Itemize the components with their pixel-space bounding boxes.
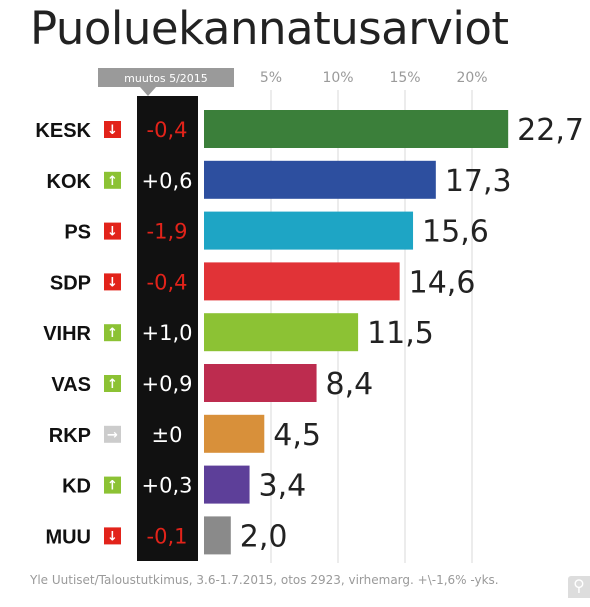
arrow-up-icon: ↑ xyxy=(107,174,118,189)
change-value: -0,1 xyxy=(147,524,188,548)
category-label: KOK xyxy=(47,171,92,193)
arrow-up-icon: ↑ xyxy=(107,377,118,392)
change-badge xyxy=(104,222,121,240)
bar-row: KOK ↑ +0,6 17,3 xyxy=(47,160,512,199)
change-badge xyxy=(104,324,121,342)
bar xyxy=(204,211,414,250)
change-value: +0,9 xyxy=(142,372,193,396)
x-tick-label: 10% xyxy=(322,70,353,86)
category-label: MUU xyxy=(45,526,91,548)
category-label: VAS xyxy=(51,374,91,396)
value-label: 17,3 xyxy=(445,164,512,199)
category-label: KESK xyxy=(35,120,91,142)
change-badge xyxy=(104,375,121,392)
arrow-right-icon: → xyxy=(107,428,118,443)
change-value: +1,0 xyxy=(142,321,193,345)
arrow-down-icon: ↓ xyxy=(107,275,118,290)
change-column-bg xyxy=(137,96,198,561)
bar-row: KESK ↓ -0,4 22,7 xyxy=(35,110,584,148)
arrow-down-icon: ↓ xyxy=(107,225,118,240)
arrow-up-icon: ↑ xyxy=(107,479,118,494)
category-label: PS xyxy=(64,222,91,244)
value-label: 8,4 xyxy=(326,367,374,402)
category-label: KD xyxy=(62,476,91,498)
bar-row: KD ↑ +0,3 3,4 xyxy=(62,465,307,504)
bar xyxy=(204,516,231,555)
x-tick-label: 15% xyxy=(389,70,420,86)
bar xyxy=(204,364,317,402)
value-label: 15,6 xyxy=(422,215,489,250)
bar-row: MUU ↓ -0,1 2,0 xyxy=(45,516,288,555)
change-value: +0,6 xyxy=(142,169,193,193)
change-badge xyxy=(104,527,121,545)
bar xyxy=(204,465,250,504)
value-label: 2,0 xyxy=(240,519,288,554)
change-badge xyxy=(104,121,121,138)
value-label: 3,4 xyxy=(259,469,307,504)
bar xyxy=(204,414,265,453)
change-value: -1,9 xyxy=(147,220,188,244)
value-label: 11,5 xyxy=(367,316,434,351)
change-column-header-pointer xyxy=(140,87,156,96)
category-label: RKP xyxy=(49,425,91,447)
category-label: VIHR xyxy=(43,323,91,345)
value-label: 22,7 xyxy=(517,113,584,148)
change-badge xyxy=(104,171,121,189)
change-badge xyxy=(104,425,121,443)
change-badge xyxy=(104,273,121,291)
bar-row: PS ↓ -1,9 15,6 xyxy=(64,211,489,250)
bar-row: SDP ↓ -0,4 14,6 xyxy=(50,262,476,301)
change-value: +0,3 xyxy=(142,474,193,498)
change-value: -0,4 xyxy=(147,118,188,142)
bar-row: RKP → ±0 4,5 xyxy=(49,414,321,453)
bar xyxy=(204,262,400,301)
arrow-down-icon: ↓ xyxy=(107,123,118,138)
bar-rows: KESK ↓ -0,4 22,7 KOK ↑ +0,6 17,3 PS ↓ -1,9 15,6 SDP ↓… xyxy=(35,110,584,555)
search-icon: ⚲ xyxy=(568,576,590,598)
change-column-header: muutos 5/2015 xyxy=(124,72,208,85)
change-column-header-bg xyxy=(98,68,234,87)
chart-title: Puoluekannatusarviot xyxy=(30,2,509,55)
x-axis-ticks: 5% 10% 15% 20% xyxy=(260,70,488,86)
category-label: SDP xyxy=(50,272,91,294)
bar xyxy=(204,110,509,148)
arrow-down-icon: ↓ xyxy=(107,529,118,544)
bar xyxy=(204,313,359,352)
change-value: ±0 xyxy=(152,423,183,447)
source-note: Yle Uutiset/Taloustutkimus, 3.6-1.7.2015… xyxy=(30,573,499,587)
change-column: muutos 5/2015 xyxy=(98,68,234,561)
x-tick-label: 5% xyxy=(260,70,282,86)
x-tick-label: 20% xyxy=(456,70,487,86)
change-badge xyxy=(104,476,121,494)
bar xyxy=(204,160,436,199)
bar-row: VIHR ↑ +1,0 11,5 xyxy=(43,313,434,352)
bar-row: VAS ↑ +0,9 8,4 xyxy=(51,364,373,402)
arrow-up-icon: ↑ xyxy=(107,326,118,341)
value-label: 4,5 xyxy=(273,418,321,453)
value-label: 14,6 xyxy=(409,265,476,300)
change-value: -0,4 xyxy=(147,270,188,294)
